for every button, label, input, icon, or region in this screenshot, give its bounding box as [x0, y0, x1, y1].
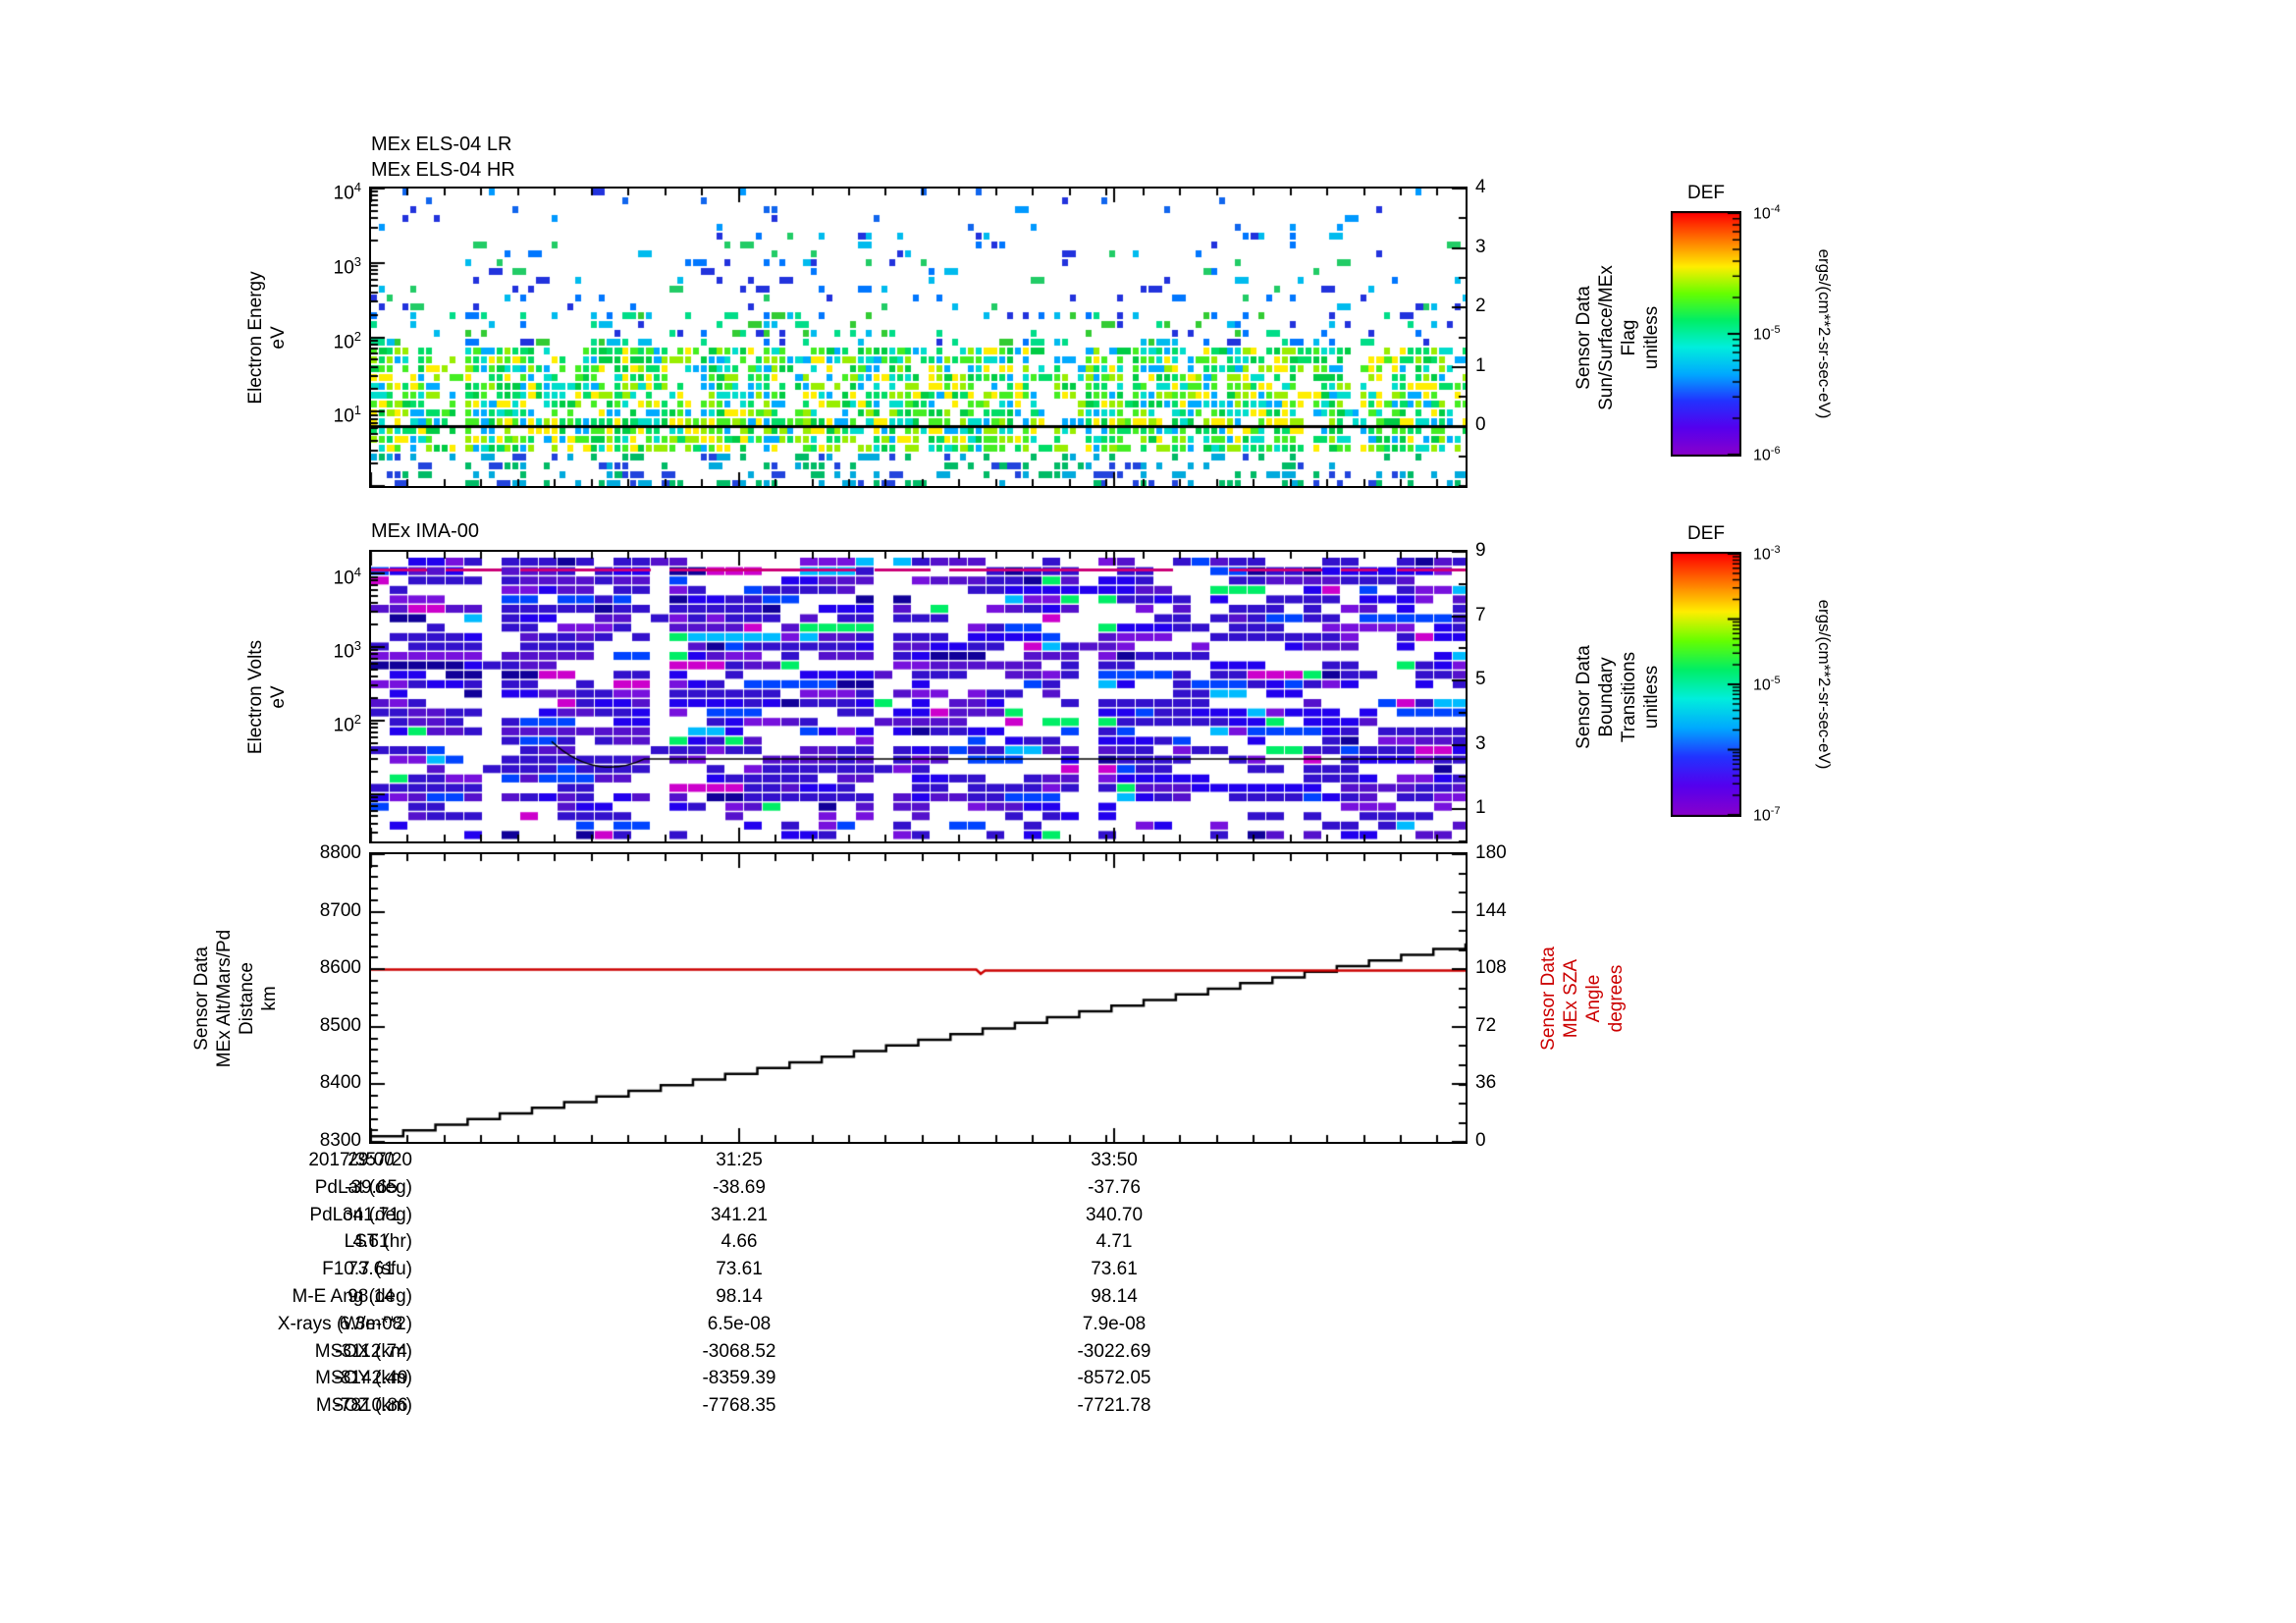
- alt-yaxis-title: Sensor Data MEx Alt/Mars/Pd Distance km: [191, 929, 280, 1067]
- els-ytick-label: 101: [333, 403, 361, 427]
- table-row-label-6: X-rays (W/m**2): [277, 1313, 412, 1334]
- ima-right-tick-label: 9: [1475, 540, 1486, 561]
- sza-right-tick-label: 36: [1475, 1072, 1497, 1094]
- colorbar-els-title: DEF: [1687, 183, 1725, 203]
- els-yaxis-title: Electron Energy eV: [245, 270, 289, 405]
- table-value-r0c2: 33:50: [1091, 1150, 1138, 1170]
- table-value-r1c2: -37.76: [1088, 1176, 1141, 1198]
- sza-right-tick-label: 180: [1475, 842, 1507, 863]
- table-value-r7c1: -3068.52: [702, 1340, 776, 1362]
- panel-title-els-lr: MEx ELS-04 LR: [371, 134, 512, 155]
- table-value-r1c0: -39.65: [345, 1176, 398, 1198]
- alt-ytick-label: 8300: [319, 1130, 361, 1151]
- table-value-r1c1: -38.69: [713, 1176, 766, 1198]
- table-value-r8c0: -8142.49: [334, 1368, 408, 1389]
- table-value-r9c0: -7810.86: [334, 1395, 408, 1417]
- els-ytick-label: 104: [333, 180, 361, 204]
- ima-right-tick-label: 1: [1475, 797, 1486, 819]
- table-row-label-5: M-E Ang (deg): [292, 1286, 413, 1307]
- panel-title-els-hr: MEx ELS-04 HR: [371, 159, 515, 181]
- table-value-r2c2: 340.70: [1085, 1204, 1144, 1225]
- table-value-r6c0: 6.3e-08: [339, 1313, 403, 1334]
- alt-ytick-label: 8700: [319, 899, 361, 921]
- ima-ytick-label: 103: [333, 638, 361, 663]
- colorbar-ima-title: DEF: [1687, 523, 1725, 544]
- panel-title-ima: MEx IMA-00: [371, 520, 480, 542]
- table-value-r7c2: -3022.69: [1077, 1340, 1151, 1362]
- sza-right-tick-label: 0: [1475, 1130, 1486, 1151]
- ima-yaxis-title: Electron Volts eV: [245, 639, 289, 754]
- table-value-r5c2: 98.14: [1091, 1286, 1138, 1307]
- table-value-r5c1: 98.14: [716, 1286, 763, 1307]
- table-value-r5c0: 98.14: [347, 1286, 395, 1307]
- ima-right-tick-label: 7: [1475, 604, 1486, 625]
- table-value-r4c2: 73.61: [1091, 1259, 1138, 1280]
- sza-right-tick-label: 144: [1475, 899, 1507, 921]
- table-row-label-8: MSOY (km): [315, 1368, 412, 1389]
- table-row-label-0: 2017/357/20: [308, 1150, 412, 1170]
- alt-ytick-label: 8500: [319, 1014, 361, 1036]
- els-ytick-label: 103: [333, 253, 361, 279]
- table-value-r3c1: 4.66: [721, 1231, 758, 1253]
- colorbar-els-tick-label: 10-6: [1753, 445, 1781, 464]
- table-value-r7c0: -3112.74: [335, 1340, 407, 1362]
- altitude-sza-panel: [369, 852, 1468, 1144]
- table-row-label-3: LST (hr): [344, 1231, 412, 1253]
- colorbar-ima-tick-label: 10-5: [1753, 675, 1781, 694]
- table-value-r6c1: 6.5e-08: [707, 1313, 772, 1334]
- els-spectrogram-canvas: [371, 189, 1466, 486]
- table-value-r8c2: -8572.05: [1077, 1368, 1151, 1389]
- ima-spectrogram-panel: [369, 550, 1468, 843]
- ima-ytick-label: 102: [333, 711, 361, 736]
- table-value-r0c0: 29:00: [347, 1150, 395, 1170]
- table-row-label-7: MSOX (km): [314, 1340, 412, 1362]
- els-right-tick-label: 1: [1475, 354, 1486, 376]
- table-value-r3c0: 4.61: [352, 1231, 390, 1253]
- els-right-tick-label: 4: [1475, 177, 1486, 197]
- table-row-label-1: PdLat (deg): [314, 1176, 412, 1198]
- table-value-r2c1: 341.21: [710, 1204, 769, 1225]
- els-spectrogram-panel: [369, 187, 1468, 488]
- colorbar-els-tick-label: 10-4: [1753, 203, 1781, 223]
- table-value-r8c1: -8359.39: [702, 1368, 776, 1389]
- colorbar-ima-tick-label: 10-7: [1753, 805, 1781, 825]
- table-value-r6c2: 7.9e-08: [1082, 1313, 1147, 1334]
- table-value-r4c1: 73.61: [716, 1259, 763, 1280]
- table-value-r9c2: -7721.78: [1077, 1395, 1151, 1417]
- colorbar-els-tick-label: 10-5: [1753, 324, 1781, 344]
- colorbar-ima: [1671, 552, 1741, 817]
- table-value-r3c2: 4.71: [1095, 1231, 1133, 1253]
- alt-ytick-label: 8800: [319, 842, 361, 863]
- table-row-label-9: MSOZ (km): [315, 1395, 412, 1417]
- els-right-tick-label: 0: [1475, 414, 1486, 436]
- table-value-r0c1: 31:25: [716, 1150, 763, 1170]
- alt-ytick-label: 8400: [319, 1072, 361, 1094]
- sza-right-tick-label: 108: [1475, 957, 1507, 979]
- colorbar-els: [1671, 211, 1741, 457]
- table-value-r4c0: 73.61: [347, 1259, 395, 1280]
- alt-ytick-label: 8600: [319, 957, 361, 979]
- els-ytick-label: 102: [333, 328, 361, 352]
- ima-ytick-label: 104: [333, 565, 361, 589]
- sza-right-axis-title: Sensor Data MEx SZA Angle degrees: [1538, 946, 1627, 1051]
- ima-right-axis-title: Sensor Data Boundary Transitions unitless: [1574, 644, 1662, 749]
- colorbar-els-units-label: ergs/(cm**2-sr-sec-eV): [1815, 248, 1834, 419]
- colorbar-ima-units-label: ergs/(cm**2-sr-sec-eV): [1815, 599, 1834, 770]
- colorbar-ima-tick-label: 10-3: [1753, 544, 1781, 564]
- table-row-label-2: PdLon (deg): [309, 1204, 412, 1225]
- els-right-tick-label: 3: [1475, 236, 1486, 257]
- ima-spectrogram-canvas: [371, 552, 1466, 841]
- table-value-r9c1: -7768.35: [702, 1395, 776, 1417]
- altitude-sza-canvas: [371, 854, 1466, 1142]
- sza-right-tick-label: 72: [1475, 1014, 1497, 1036]
- els-right-axis-title: Sensor Data Sun/Surface/MEx Flag unitless: [1574, 264, 1662, 410]
- ima-right-tick-label: 5: [1475, 669, 1486, 690]
- ima-right-tick-label: 3: [1475, 732, 1486, 754]
- table-value-r2c0: 341.71: [342, 1204, 400, 1225]
- els-right-tick-label: 2: [1475, 296, 1486, 317]
- table-row-label-4: F10.7 (sfu): [322, 1259, 412, 1280]
